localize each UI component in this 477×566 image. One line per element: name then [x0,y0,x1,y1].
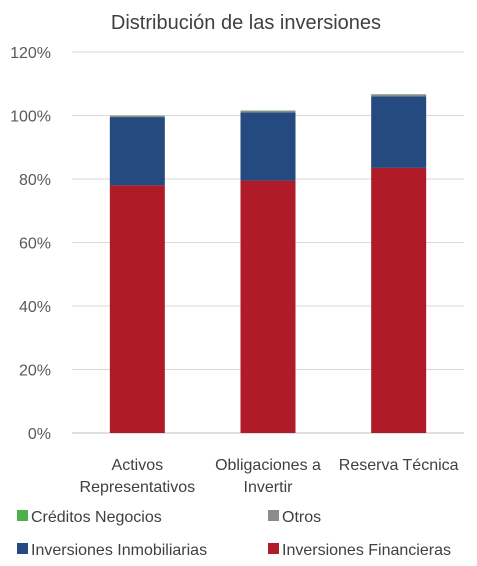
x-category-label: Reserva Técnica [339,457,459,474]
y-tick-label: 40% [19,299,51,316]
bar-segment [109,117,165,186]
legend: Créditos Negocios Otros Inversiones Inmobi… [17,509,451,559]
y-tick-label: 80% [19,172,51,189]
x-category-label: Obligaciones a [215,457,321,474]
y-tick-label: 60% [19,236,51,253]
x-axis-categories: Activos Representativos Obligaciones a Inve… [80,457,459,496]
bar-segment [371,167,427,433]
bar-segment [240,110,296,113]
y-tick-label: 100% [10,109,51,126]
bar-segment [240,180,296,433]
x-category-label: Representativos [80,479,196,496]
legend-swatch [268,510,279,521]
bar-segment [371,96,427,168]
legend-label: Inversiones Inmobiliarias [31,542,207,559]
legend-swatch [17,543,28,554]
bar-segment [240,112,296,181]
y-tick-label: 20% [19,363,51,380]
bar-segment [109,115,165,118]
bar-segment [109,185,165,433]
y-axis-ticks: 0% 20% 40% 60% 80% 100% 120% [10,45,51,443]
x-category-label: Invertir [244,479,294,496]
x-category-label: Activos [112,457,164,474]
y-tick-label: 120% [10,45,51,62]
legend-label: Otros [282,509,321,526]
legend-label: Créditos Negocios [31,509,162,526]
chart-title: Distribución de las inversiones [111,12,381,34]
legend-swatch [268,543,279,554]
bar-segment [371,94,427,97]
legend-swatch [17,510,28,521]
legend-label: Inversiones Financieras [282,542,451,559]
bars [109,94,427,433]
y-tick-label: 0% [28,426,51,443]
